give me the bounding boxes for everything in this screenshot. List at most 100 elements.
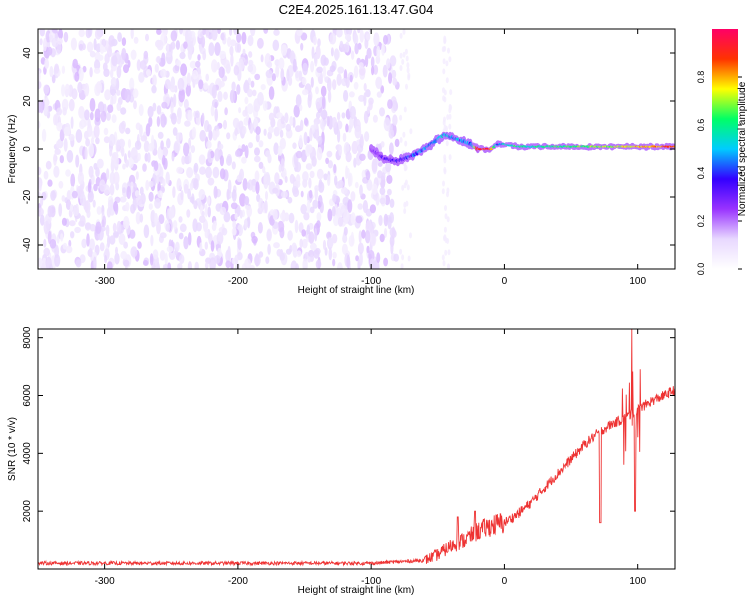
spectrogram-cell xyxy=(123,259,130,267)
spectrogram-cell xyxy=(77,171,84,185)
spectrogram-cell xyxy=(357,242,364,255)
spectrogram-cell xyxy=(241,156,247,164)
spectrogram-cell xyxy=(109,235,116,245)
spectrogram-cell xyxy=(446,187,450,194)
spectrogram-cell xyxy=(116,139,121,151)
spectrogram-cell xyxy=(183,236,189,250)
spectrogram-cell xyxy=(445,60,449,67)
spectrogram-cell xyxy=(236,32,242,43)
spectrogram-cell xyxy=(146,69,152,77)
spectrogram-cell xyxy=(202,50,207,61)
spectrogram-cell xyxy=(262,100,268,112)
spectrogram-cell xyxy=(295,150,303,159)
spectrogram-cell xyxy=(447,249,451,256)
spectrogram-cell xyxy=(244,258,251,269)
spectrogram-cell xyxy=(108,35,115,47)
spectrogram-cell xyxy=(246,103,254,115)
spectrogram-cell xyxy=(118,233,126,245)
spectrogram-cell xyxy=(292,142,297,149)
spectrogram-cell xyxy=(159,250,166,261)
spectrogram-cell xyxy=(260,54,264,63)
spectrogram-cell xyxy=(173,93,177,108)
spectrogram-cell xyxy=(152,249,159,260)
spectrogram-cell xyxy=(57,37,63,45)
spectrogram-cell xyxy=(229,89,236,104)
spectrogram-cell xyxy=(351,140,359,155)
spectrogram-cell xyxy=(106,261,113,269)
spectrogram-cell xyxy=(316,111,321,120)
spectrogram-cell xyxy=(251,235,258,244)
spectrogram-cell xyxy=(84,222,91,231)
spectrogram-cell xyxy=(82,65,87,73)
spectrogram-cell xyxy=(361,229,366,239)
spectrogram-cell xyxy=(180,45,184,53)
spectrogram-x-axis: -300 -200 -100 0 100 xyxy=(95,29,646,287)
spectrogram-cell xyxy=(301,77,307,86)
spectrogram-cell xyxy=(187,188,192,200)
spectrogram-cell xyxy=(95,81,103,94)
spectrogram-cell xyxy=(317,200,321,210)
spectrogram-cell xyxy=(219,206,227,216)
spectrogram-cell xyxy=(389,198,395,208)
spectrogram-cell xyxy=(249,264,255,269)
spectrogram-cell xyxy=(84,83,90,97)
spectrogram-y-tick-label: 40 xyxy=(22,47,33,59)
spectrogram-cell xyxy=(388,72,393,84)
spectrogram-cell xyxy=(358,94,365,102)
spectrogram-cell xyxy=(71,190,78,199)
spectrogram-cell xyxy=(213,185,218,199)
spectrogram-cell xyxy=(175,132,183,142)
spectrogram-cell xyxy=(403,165,407,172)
spectrogram-cell xyxy=(365,170,371,181)
spectrogram-cell xyxy=(264,200,268,214)
spectrogram-cell xyxy=(288,212,295,224)
spectrogram-cell xyxy=(110,69,114,78)
spectrogram-cell xyxy=(123,64,129,74)
spectrogram-cell xyxy=(180,63,188,76)
spectrogram-cell xyxy=(162,178,166,187)
spectrogram-cell xyxy=(139,186,144,195)
spectrogram-cell xyxy=(129,229,136,239)
spectrogram-cell xyxy=(345,29,353,36)
spectrogram-cell xyxy=(301,229,307,237)
spectrogram-cell xyxy=(238,120,244,131)
spectrogram-cell xyxy=(316,212,322,222)
spectrogram-cell xyxy=(340,204,348,218)
spectrogram-cell xyxy=(99,179,106,192)
spectrogram-cell xyxy=(65,169,71,177)
spectrogram-cell xyxy=(336,73,342,86)
spectrogram-cell xyxy=(280,44,288,56)
spectrogram-cell xyxy=(158,214,165,225)
spectrogram-cell xyxy=(296,29,303,37)
spectrogram-cell xyxy=(152,74,157,87)
spectrogram-cell xyxy=(97,101,105,113)
spectrogram-cell xyxy=(181,155,186,165)
spectrogram-cell xyxy=(321,120,325,132)
spectrogram-cell xyxy=(254,170,260,182)
spectrogram-cell xyxy=(358,230,362,244)
spectrogram-cell xyxy=(157,131,164,139)
spectrogram-cell xyxy=(151,134,155,148)
spectrogram-cell xyxy=(227,245,231,260)
spectrogram-cell xyxy=(172,220,178,230)
spectrogram-cell xyxy=(218,143,224,150)
spectrogram-cell xyxy=(295,125,302,133)
spectrogram-cell xyxy=(442,58,446,65)
spectrogram-cell xyxy=(204,229,209,239)
spectrogram-cell xyxy=(266,229,272,241)
spectrogram-cell xyxy=(372,114,378,123)
spectrogram-cell xyxy=(316,146,323,161)
spectrogram-cell xyxy=(175,241,180,252)
spectrogram-cell xyxy=(192,218,198,233)
spectrogram-cell xyxy=(205,166,213,179)
spectrogram-cell xyxy=(406,184,410,191)
spectrogram-cell xyxy=(334,48,340,61)
spectrogram-cell xyxy=(346,167,350,179)
spectrogram-cell xyxy=(274,172,280,185)
spectrogram-cell xyxy=(155,261,160,269)
spectrogram-cell xyxy=(246,205,253,218)
spectrogram-cell xyxy=(43,247,50,257)
spectrogram-cell xyxy=(165,51,172,58)
spectrogram-cell xyxy=(444,205,447,211)
spectrogram-cell xyxy=(392,77,398,86)
